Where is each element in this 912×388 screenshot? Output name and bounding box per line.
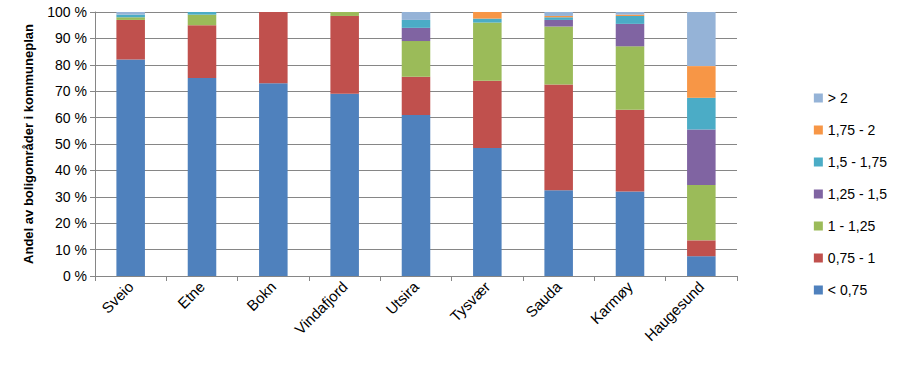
- svg-text:Vindafjord: Vindafjord: [291, 278, 351, 338]
- svg-text:90 %: 90 %: [55, 30, 87, 46]
- svg-text:20 %: 20 %: [55, 215, 87, 231]
- svg-text:Karmøy: Karmøy: [587, 278, 636, 327]
- svg-text:Bokn: Bokn: [243, 278, 279, 314]
- svg-text:Tysvær: Tysvær: [447, 278, 494, 325]
- svg-text:1,25 - 1,5: 1,25 - 1,5: [828, 186, 887, 202]
- svg-text:10 %: 10 %: [55, 242, 87, 258]
- svg-text:60 %: 60 %: [55, 110, 87, 126]
- svg-text:Sauda: Sauda: [522, 278, 565, 321]
- svg-text:Sveio: Sveio: [98, 278, 137, 317]
- svg-text:50 %: 50 %: [55, 136, 87, 152]
- svg-text:< 0,75: < 0,75: [828, 282, 868, 298]
- svg-text:Utsira: Utsira: [382, 278, 422, 318]
- svg-text:80 %: 80 %: [55, 57, 87, 73]
- svg-text:Andel av boligområder i kommun: Andel av boligområder i kommuneplan: [21, 24, 36, 264]
- svg-text:Etne: Etne: [174, 278, 208, 312]
- svg-text:70 %: 70 %: [55, 83, 87, 99]
- svg-text:> 2: > 2: [828, 90, 848, 106]
- svg-text:30 %: 30 %: [55, 189, 87, 205]
- svg-text:1,5 - 1,75: 1,5 - 1,75: [828, 154, 887, 170]
- svg-text:1,75 - 2: 1,75 - 2: [828, 122, 876, 138]
- svg-text:1 - 1,25: 1 - 1,25: [828, 218, 876, 234]
- svg-text:Haugesund: Haugesund: [641, 278, 707, 344]
- svg-text:100 %: 100 %: [47, 4, 87, 20]
- svg-text:0 %: 0 %: [63, 268, 87, 284]
- svg-text:40 %: 40 %: [55, 162, 87, 178]
- svg-text:0,75 - 1: 0,75 - 1: [828, 250, 876, 266]
